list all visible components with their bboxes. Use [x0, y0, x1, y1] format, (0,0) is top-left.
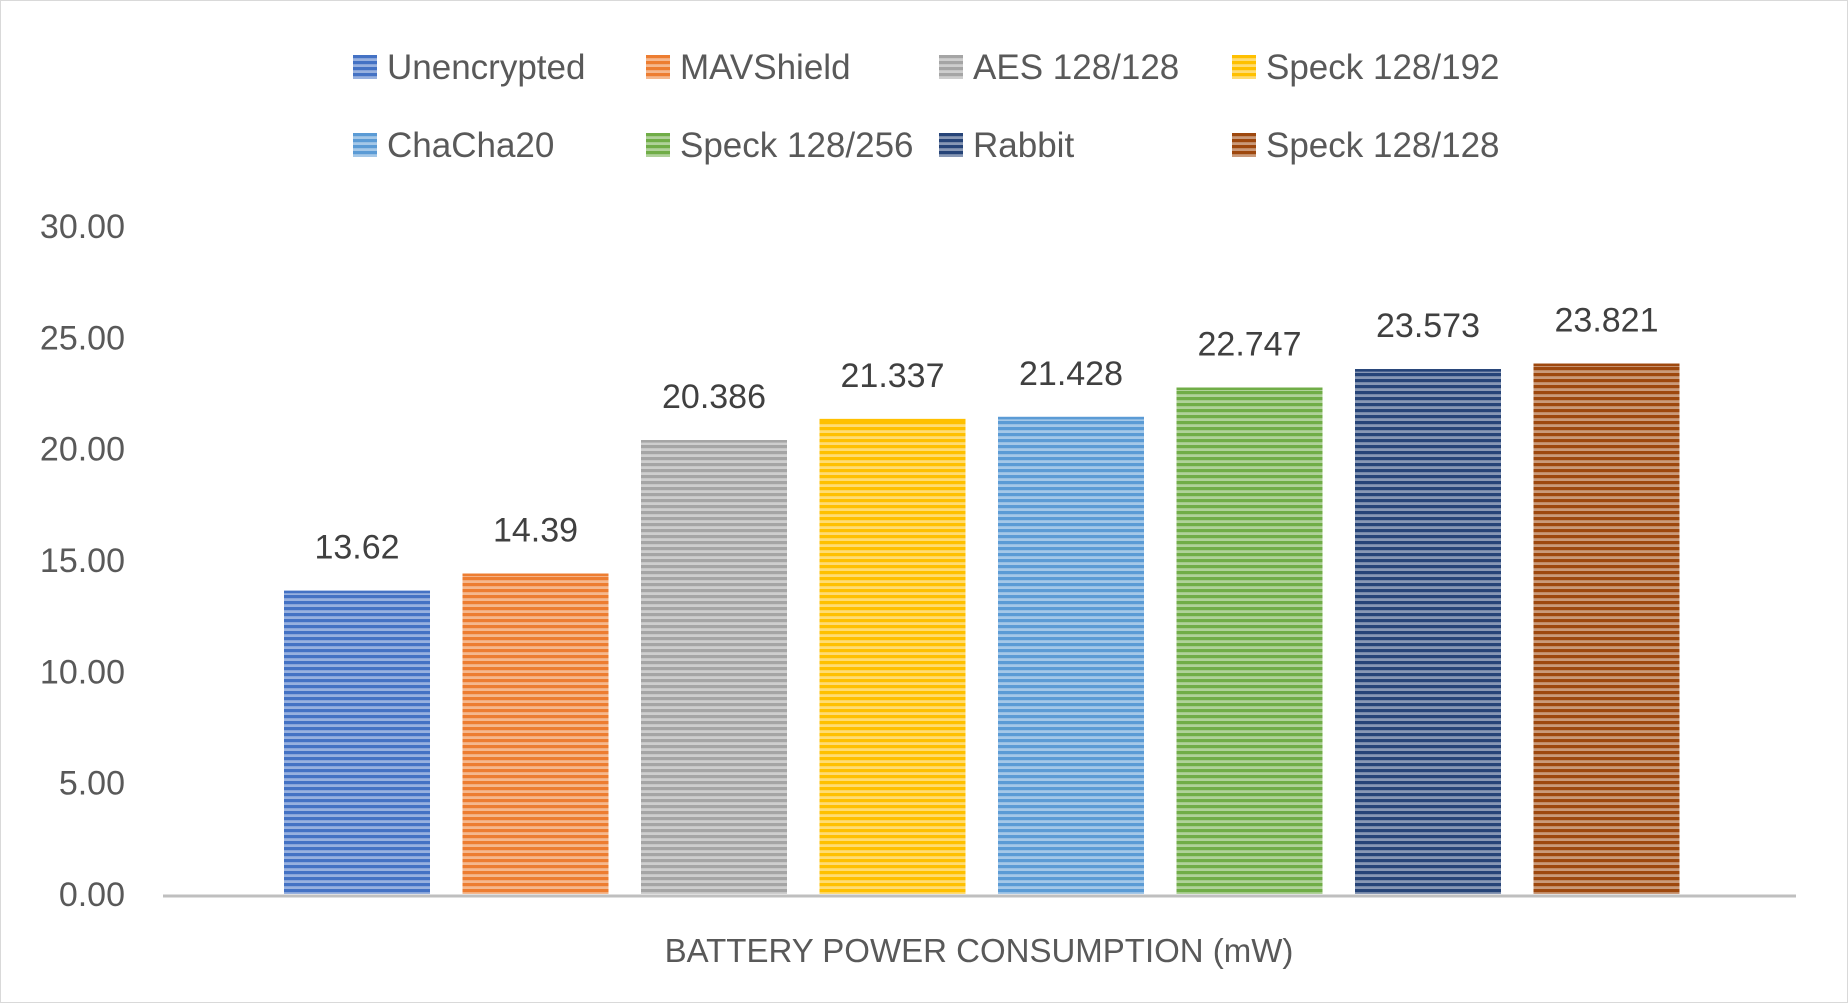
- data-label: 14.39: [493, 512, 578, 550]
- bar-cap-speck-128-256: [1176, 387, 1323, 391]
- data-label: 21.428: [1019, 355, 1123, 393]
- y-tick-label: 20.00: [40, 431, 125, 469]
- bar-aes-128-128: [641, 440, 787, 894]
- legend-swatch: [646, 55, 670, 79]
- bar-speck-128-256: [1176, 387, 1323, 894]
- x-axis-title: BATTERY POWER CONSUMPTION (mW): [665, 932, 1294, 969]
- legend-swatch: [353, 133, 377, 157]
- y-tick-label: 30.00: [40, 208, 125, 246]
- legend: Unencrypted MAVShield AES 128/128 Speck 128…: [353, 48, 1500, 165]
- legend-swatch: [1232, 133, 1256, 157]
- y-tick-label: 5.00: [59, 765, 125, 803]
- legend-item-speck-128-192: Speck 128/192: [1232, 48, 1500, 87]
- data-label: 13.62: [314, 529, 399, 567]
- y-tick-label: 0.00: [59, 876, 125, 914]
- bar-cap-aes-128-128: [641, 440, 787, 443]
- legend-item-mavshield: MAVShield: [646, 48, 851, 87]
- legend-item-aes-128-128: AES 128/128: [939, 48, 1179, 87]
- data-labels: 13.62 14.39 20.386 21.337 21.428 22.747 23.573…: [314, 302, 1658, 567]
- legend-item-speck-128-128: Speck 128/128: [1232, 126, 1500, 165]
- bar-cap-mavshield: [462, 573, 609, 577]
- legend-label: Speck 128/192: [1266, 48, 1500, 87]
- bar-cap-speck-128-128: [1533, 363, 1680, 367]
- data-label: 21.337: [841, 357, 945, 395]
- bar-cap-rabbit: [1355, 369, 1501, 372]
- data-label: 23.821: [1555, 302, 1659, 340]
- legend-label: MAVShield: [680, 48, 851, 87]
- legend-item-chacha20: ChaCha20: [353, 126, 554, 165]
- bar-speck-128-192: [819, 418, 966, 894]
- legend-swatch: [939, 55, 963, 79]
- bar-mavshield: [462, 573, 609, 894]
- legend-label: Unencrypted: [387, 48, 585, 87]
- bar-chacha20: [998, 416, 1144, 894]
- bar-speck-128-128: [1533, 363, 1680, 895]
- legend-swatch: [646, 133, 670, 157]
- y-tick-label: 15.00: [40, 542, 125, 580]
- legend-label: ChaCha20: [387, 126, 554, 165]
- bars: [284, 363, 1680, 895]
- legend-label: Speck 128/256: [680, 126, 914, 165]
- data-label: 22.747: [1198, 326, 1302, 364]
- legend-item-rabbit: Rabbit: [939, 126, 1074, 165]
- y-tick-label: 10.00: [40, 653, 125, 691]
- legend-item-speck-128-256: Speck 128/256: [646, 126, 914, 165]
- legend-label: Speck 128/128: [1266, 126, 1500, 165]
- legend-label: Rabbit: [973, 126, 1074, 165]
- y-tick-label: 25.00: [40, 319, 125, 357]
- bar-cap-chacha20: [998, 416, 1144, 420]
- bar-unencrypted: [284, 590, 430, 894]
- legend-item-unencrypted: Unencrypted: [353, 48, 585, 87]
- bar-cap-unencrypted: [284, 590, 430, 594]
- data-label: 23.573: [1376, 307, 1480, 345]
- legend-label: AES 128/128: [973, 48, 1179, 87]
- legend-swatch: [1232, 55, 1256, 79]
- y-axis: 0.00 5.00 10.00 15.00 20.00 25.00 30.00: [40, 208, 125, 914]
- bar-cap-speck-128-192: [819, 418, 966, 422]
- legend-swatch: [939, 133, 963, 157]
- legend-swatch: [353, 55, 377, 79]
- bar-rabbit: [1355, 369, 1501, 894]
- data-label: 20.386: [662, 378, 766, 416]
